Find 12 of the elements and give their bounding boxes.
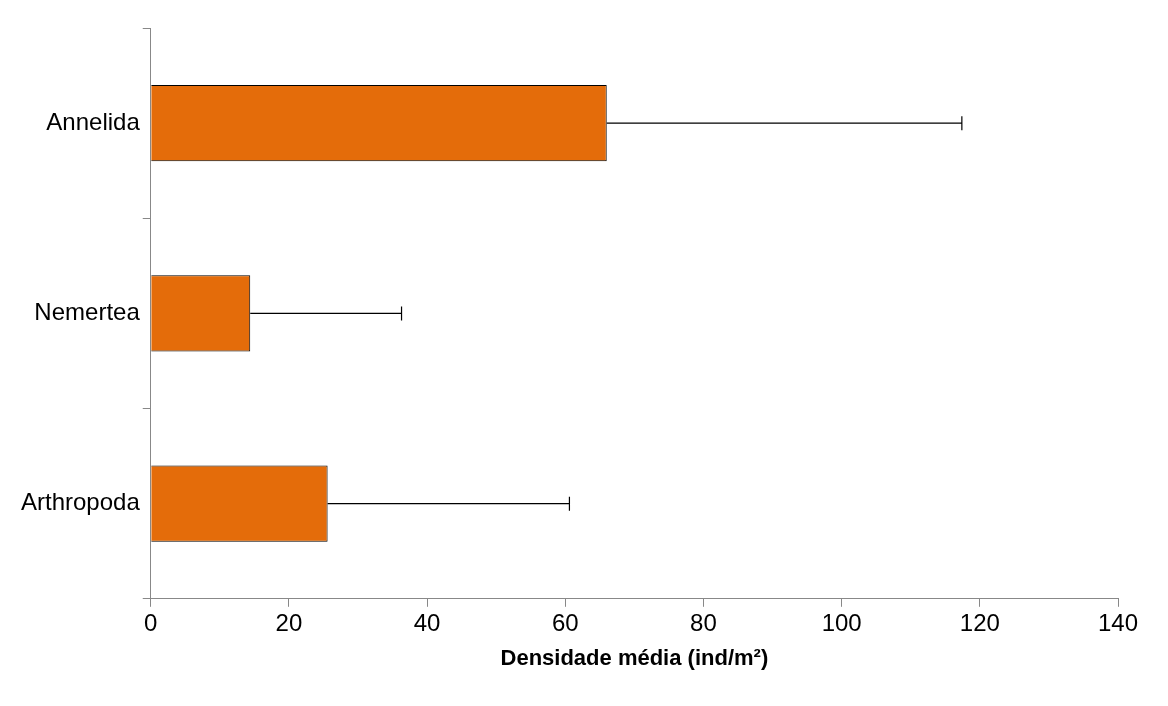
y-tick-label: Nemertea — [34, 298, 141, 326]
y-tick-label: Annelida — [46, 107, 141, 135]
x-tick-label: 100 — [821, 608, 862, 636]
y-tick-label: Arthropoda — [21, 488, 141, 516]
x-tick-label: 60 — [551, 608, 579, 636]
x-tick-label: 140 — [1097, 608, 1139, 636]
x-tick-label: 40 — [413, 608, 441, 636]
x-tick-label: 120 — [959, 608, 1000, 636]
x-axis-title: Densidade média (ind/m²) — [500, 644, 769, 670]
x-tick-label: 20 — [275, 608, 303, 636]
x-tick-label: 0 — [144, 608, 158, 636]
x-tick-label: 80 — [690, 608, 717, 636]
